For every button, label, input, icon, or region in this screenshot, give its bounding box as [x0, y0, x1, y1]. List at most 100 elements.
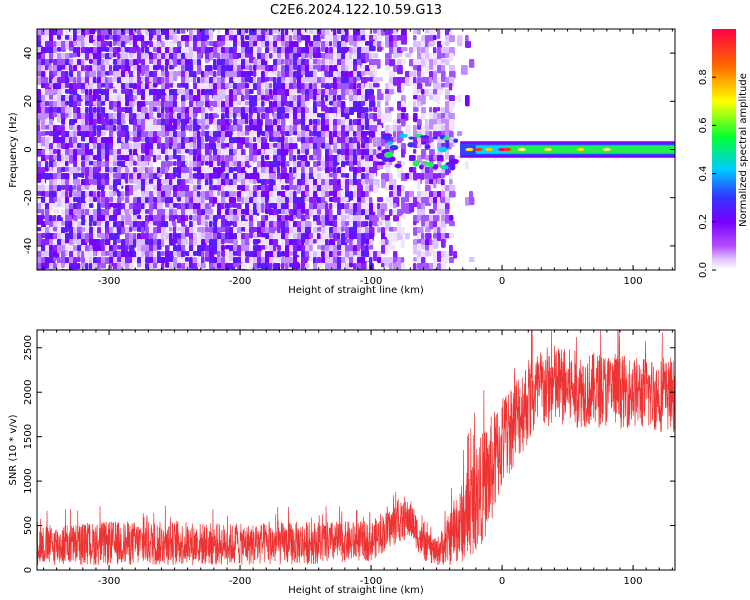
spectrogram-cell: [165, 113, 170, 120]
spectrogram-cell: [265, 77, 270, 82]
spectrogram-cell: [285, 89, 291, 96]
spectrogram-cell: [213, 191, 217, 197]
spectrogram-cell: [449, 71, 456, 79]
spectrogram-cell: [145, 107, 149, 115]
spectrogram-cell: [257, 131, 261, 139]
spectrogram-cell: [305, 53, 309, 58]
spectrogram-cell: [189, 131, 195, 138]
spectrogram-cell: [73, 107, 78, 114]
spectrogram-cell: [361, 125, 365, 131]
spectrogram-cell: [257, 119, 263, 126]
transition-blob: [377, 146, 382, 151]
spectrogram-cell: [269, 245, 274, 253]
spectrogram-cell: [209, 185, 214, 191]
spectrogram-cell: [133, 167, 138, 173]
spectrogram-cell: [113, 191, 117, 197]
spectrogram-cell: [93, 221, 97, 227]
spectrogram-cell: [153, 203, 158, 211]
spectrogram-cell: [209, 269, 213, 270]
spectrogram-cell: [245, 215, 251, 220]
spectrogram-cell: [101, 131, 107, 136]
spectrogram-cell: [277, 245, 282, 251]
spectrogram-cell: [233, 125, 239, 131]
spectrogram-cell: [241, 221, 246, 227]
spectrogram-cell: [441, 227, 447, 235]
spectrogram-cell: [81, 107, 86, 115]
spectrogram-cell: [281, 143, 285, 151]
spectrogram-cell: [285, 263, 289, 270]
spectrogram-cell: [53, 41, 57, 49]
spectrogram-cell: [469, 257, 475, 263]
spectrogram-cell: [417, 89, 422, 94]
spectrogram-cell: [313, 263, 318, 270]
spectrogram-cell: [201, 179, 206, 187]
spectrogram-cell: [413, 47, 417, 52]
spectrogram-cell: [133, 257, 137, 263]
spectrogram-cell: [261, 131, 267, 137]
spectrogram-cell: [57, 113, 61, 123]
spectrogram-cell: [353, 149, 357, 157]
spectrogram-cell: [137, 113, 142, 120]
spectrogram-cell: [253, 215, 258, 223]
spectrogram-cell: [325, 197, 330, 202]
spectrogram-cell: [181, 215, 187, 223]
spectrogram-cell: [433, 155, 439, 161]
spectrogram-cell: [165, 143, 169, 150]
spectrogram-cell: [281, 197, 286, 203]
spectrogram-cell: [393, 47, 398, 59]
spectrogram-cell: [265, 173, 270, 179]
spectrogram-cell: [469, 59, 475, 68]
spectrogram-cell: [173, 107, 178, 113]
snr-y-tick-label: 1500: [23, 424, 34, 449]
spectrogram-cell: [105, 227, 110, 235]
spectrogram-cell: [69, 89, 74, 95]
spectrogram-cell: [269, 155, 274, 160]
spectrogram-cell: [437, 107, 441, 112]
spectrogram-cell: [97, 209, 103, 217]
spectrogram-cell: [317, 167, 322, 172]
spectrogram-cell: [57, 137, 63, 145]
signal-hotspot: [517, 147, 526, 152]
spectrogram-cell: [41, 203, 46, 210]
spectrogram-cell: [457, 35, 463, 47]
spectrogram-cell: [185, 257, 190, 262]
spectrogram-cell: [421, 89, 425, 95]
spectrogram-cell: [217, 161, 221, 167]
spectrogram-cell: [153, 29, 157, 37]
spectrogram-cell: [149, 59, 154, 64]
spectrogram-cell: [253, 245, 259, 252]
spectrogram-cell: [209, 221, 213, 228]
spectrogram-cell: [381, 263, 385, 268]
spectrogram-cell: [301, 263, 305, 270]
spectrogram-cell: [353, 269, 357, 270]
spectrogram-cell: [153, 35, 159, 40]
spectrogram-cell: [385, 113, 392, 122]
spectrogram-cell: [301, 35, 306, 41]
spectrogram-cell: [361, 149, 366, 156]
spectrogram-cell: [417, 179, 421, 190]
spectrogram-cell: [285, 161, 290, 167]
spectrogram-cell: [253, 227, 258, 232]
spectrogram-cell: [65, 53, 70, 61]
spectrogram-cell: [293, 173, 298, 178]
spectrogram-cell: [285, 53, 290, 61]
spectrogram-cell: [385, 41, 391, 48]
spectrogram-cell: [89, 65, 93, 73]
spectrogram-cell: [277, 161, 281, 167]
spectrogram-cell: [177, 59, 183, 65]
spectrogram-cell: [401, 203, 406, 214]
spectrogram-cell: [233, 203, 238, 208]
spectrogram-cell: [241, 41, 246, 49]
spectrogram-cell: [213, 137, 218, 142]
spectrogram-cell: [45, 209, 50, 217]
spectrogram-cell: [305, 257, 309, 262]
spectrogram-cell: [337, 197, 341, 204]
signal-band-core: [508, 145, 675, 154]
spectrogram-cell: [365, 143, 371, 150]
spectrogram-cell: [97, 53, 102, 60]
spectrogram-cell: [253, 47, 258, 55]
spectrogram-cell: [457, 95, 462, 103]
spectrogram-cell: [357, 77, 361, 82]
spectrogram-cell: [61, 263, 65, 269]
spectrogram-cell: [393, 137, 397, 142]
